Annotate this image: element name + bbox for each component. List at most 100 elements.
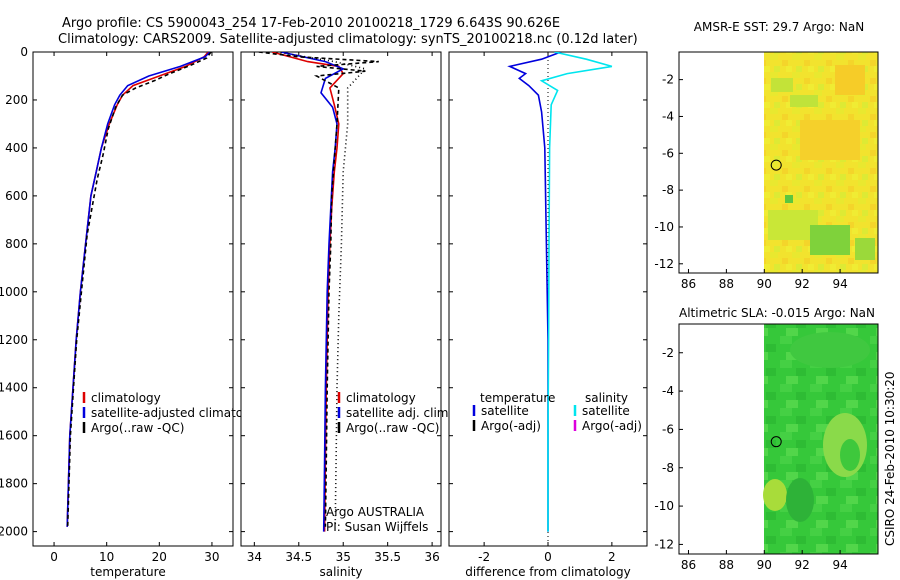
pi-annotation: PI: Susan Wijffels — [326, 520, 428, 534]
salinity-axes-frame — [240, 51, 442, 547]
x-tick-label: 10 — [99, 550, 114, 564]
y-tick-label: 1800 — [0, 477, 28, 491]
series-line-argo-raw-qc- — [66, 52, 212, 527]
map-x-tick-label: 94 — [832, 277, 847, 291]
map-y-tick-label: -6 — [662, 422, 674, 436]
sst-cool-patch — [810, 225, 850, 255]
difference-legend-salinity-title: salinity — [585, 391, 628, 405]
sst-cool-patch — [855, 238, 875, 260]
difference-xlabel: difference from climatology — [465, 565, 631, 579]
sla-map-title: Altimetric SLA: -0.015 Argo: NaN — [679, 306, 875, 320]
x-tick-label: 20 — [152, 550, 167, 564]
map-x-tick-label: 86 — [681, 277, 696, 291]
argo-agency-annotation: Argo AUSTRALIA — [326, 505, 425, 519]
sst-cool-patch — [785, 195, 793, 203]
map-y-tick-label: -4 — [662, 384, 674, 398]
sla-high-patch — [763, 479, 787, 511]
sla-float-marker — [770, 436, 782, 448]
y-tick-label: 800 — [5, 237, 28, 251]
map-y-tick-label: -12 — [654, 257, 674, 271]
difference-panel: -2 0 2 difference from climatology tempera… — [448, 51, 648, 579]
sst-map-ticks: 86 88 90 92 94 -2 -4 -6 -8 -10 -12 — [654, 73, 847, 291]
y-tick-label: 1600 — [0, 429, 28, 443]
x-tick-label: 30 — [204, 550, 219, 564]
x-tick-label: 0 — [544, 550, 552, 564]
map-x-tick-label: 86 — [681, 558, 696, 572]
x-tick-label: 35 — [336, 550, 351, 564]
legend-label: climatology — [346, 391, 416, 405]
sla-map-border — [678, 323, 879, 555]
map-y-tick-label: -2 — [662, 346, 674, 360]
x-tick-label: 0 — [50, 550, 58, 564]
salinity-lines — [258, 52, 379, 532]
difference-legend-temperature-title: temperature — [480, 391, 555, 405]
map-y-tick-label: -12 — [654, 537, 674, 551]
y-tick-label: 1000 — [0, 285, 28, 299]
sla-map-ticks: 86 88 90 92 94 -2 -4 -6 -8 -10 -12 — [654, 346, 847, 572]
y-tick-label: 2000 — [0, 525, 28, 539]
sla-patch — [790, 332, 870, 368]
salinity-xlabel: salinity — [319, 565, 362, 579]
map-x-tick-label: 90 — [757, 558, 772, 572]
credit-label: CSIRO 24-Feb-2010 10:30:20 — [883, 371, 897, 546]
map-y-tick-label: -8 — [662, 461, 674, 475]
temperature-lines — [66, 52, 212, 527]
difference-legend-temp-satellite: satellite — [481, 404, 529, 418]
x-tick-label: -2 — [478, 550, 490, 564]
x-tick-label: 36 — [424, 550, 439, 564]
sla-field-patches — [763, 332, 870, 522]
y-tick-label: 400 — [5, 141, 28, 155]
map-y-tick-label: -2 — [662, 73, 674, 87]
figure-title-line-2: Climatology: CARS2009. Satellite-adjuste… — [58, 32, 638, 47]
sst-cool-patch — [790, 95, 818, 107]
sla-map: Altimetric SLA: -0.015 Argo: NaN 86 88 90 9… — [654, 306, 879, 572]
sst-float-marker — [770, 159, 782, 171]
sla-low-patch — [786, 478, 814, 522]
sst-cool-patch — [771, 78, 793, 92]
x-tick-label: 34 — [247, 550, 262, 564]
series-line-reference — [276, 52, 367, 527]
series-line-salinity-satellite — [539, 52, 613, 532]
map-x-tick-label: 92 — [795, 277, 810, 291]
difference-ticks: -2 0 2 — [449, 51, 647, 564]
y-tick-label: 0 — [20, 45, 28, 59]
sst-map-border — [678, 51, 879, 274]
sst-field-patches — [768, 65, 875, 260]
map-y-tick-label: -10 — [654, 499, 674, 513]
legend-label: satellite-adjusted climatology — [91, 406, 269, 420]
salinity-panel: 34 34.5 35 35.5 36 salinity climatologysatel… — [240, 51, 452, 579]
temperature-axes-frame — [32, 51, 234, 547]
series-line-argo-raw-qc- — [258, 52, 379, 527]
figure-title-line-1: Argo profile: CS 5900043_254 17-Feb-2010… — [62, 16, 560, 31]
x-tick-label: 35.5 — [374, 550, 401, 564]
map-y-tick-label: -10 — [654, 220, 674, 234]
map-y-tick-label: -8 — [662, 183, 674, 197]
sst-warm-patch — [835, 65, 865, 95]
temperature-panel: 0 10 20 30 0 200 400 600 800 1000 1200 1400 1600 1800… — [0, 45, 269, 579]
sst-map: AMSR-E SST: 29.7 Argo: NaN 86 88 90 92 94 -2 -… — [654, 20, 879, 291]
salinity-ticks: 34 34.5 35 35.5 36 — [241, 51, 441, 564]
legend-label: satellite adj. clim. — [346, 406, 452, 420]
difference-legend-sal-satellite: satellite — [582, 404, 630, 418]
difference-legend-sal-argo: Argo(-adj) — [582, 419, 642, 433]
x-tick-label: 34.5 — [285, 550, 312, 564]
y-tick-label: 600 — [5, 189, 28, 203]
map-y-tick-label: -4 — [662, 109, 674, 123]
difference-legend-temp-argo: Argo(-adj) — [481, 419, 541, 433]
map-x-tick-label: 90 — [757, 277, 772, 291]
temperature-ticks: 0 10 20 30 0 200 400 600 800 1000 1200 1400 1600 1800… — [0, 45, 233, 564]
map-x-tick-label: 88 — [719, 558, 734, 572]
map-y-tick-label: -6 — [662, 146, 674, 160]
map-x-tick-label: 94 — [832, 558, 847, 572]
map-x-tick-label: 88 — [719, 277, 734, 291]
y-tick-label: 1200 — [0, 333, 28, 347]
difference-legend: temperature salinity satellite Argo(-adj… — [472, 391, 642, 433]
sla-low-patch — [840, 439, 860, 471]
x-tick-label: 2 — [608, 550, 616, 564]
legend-label: climatology — [91, 391, 161, 405]
y-tick-label: 1400 — [0, 381, 28, 395]
legend-label: Argo(..raw -QC) — [346, 421, 439, 435]
